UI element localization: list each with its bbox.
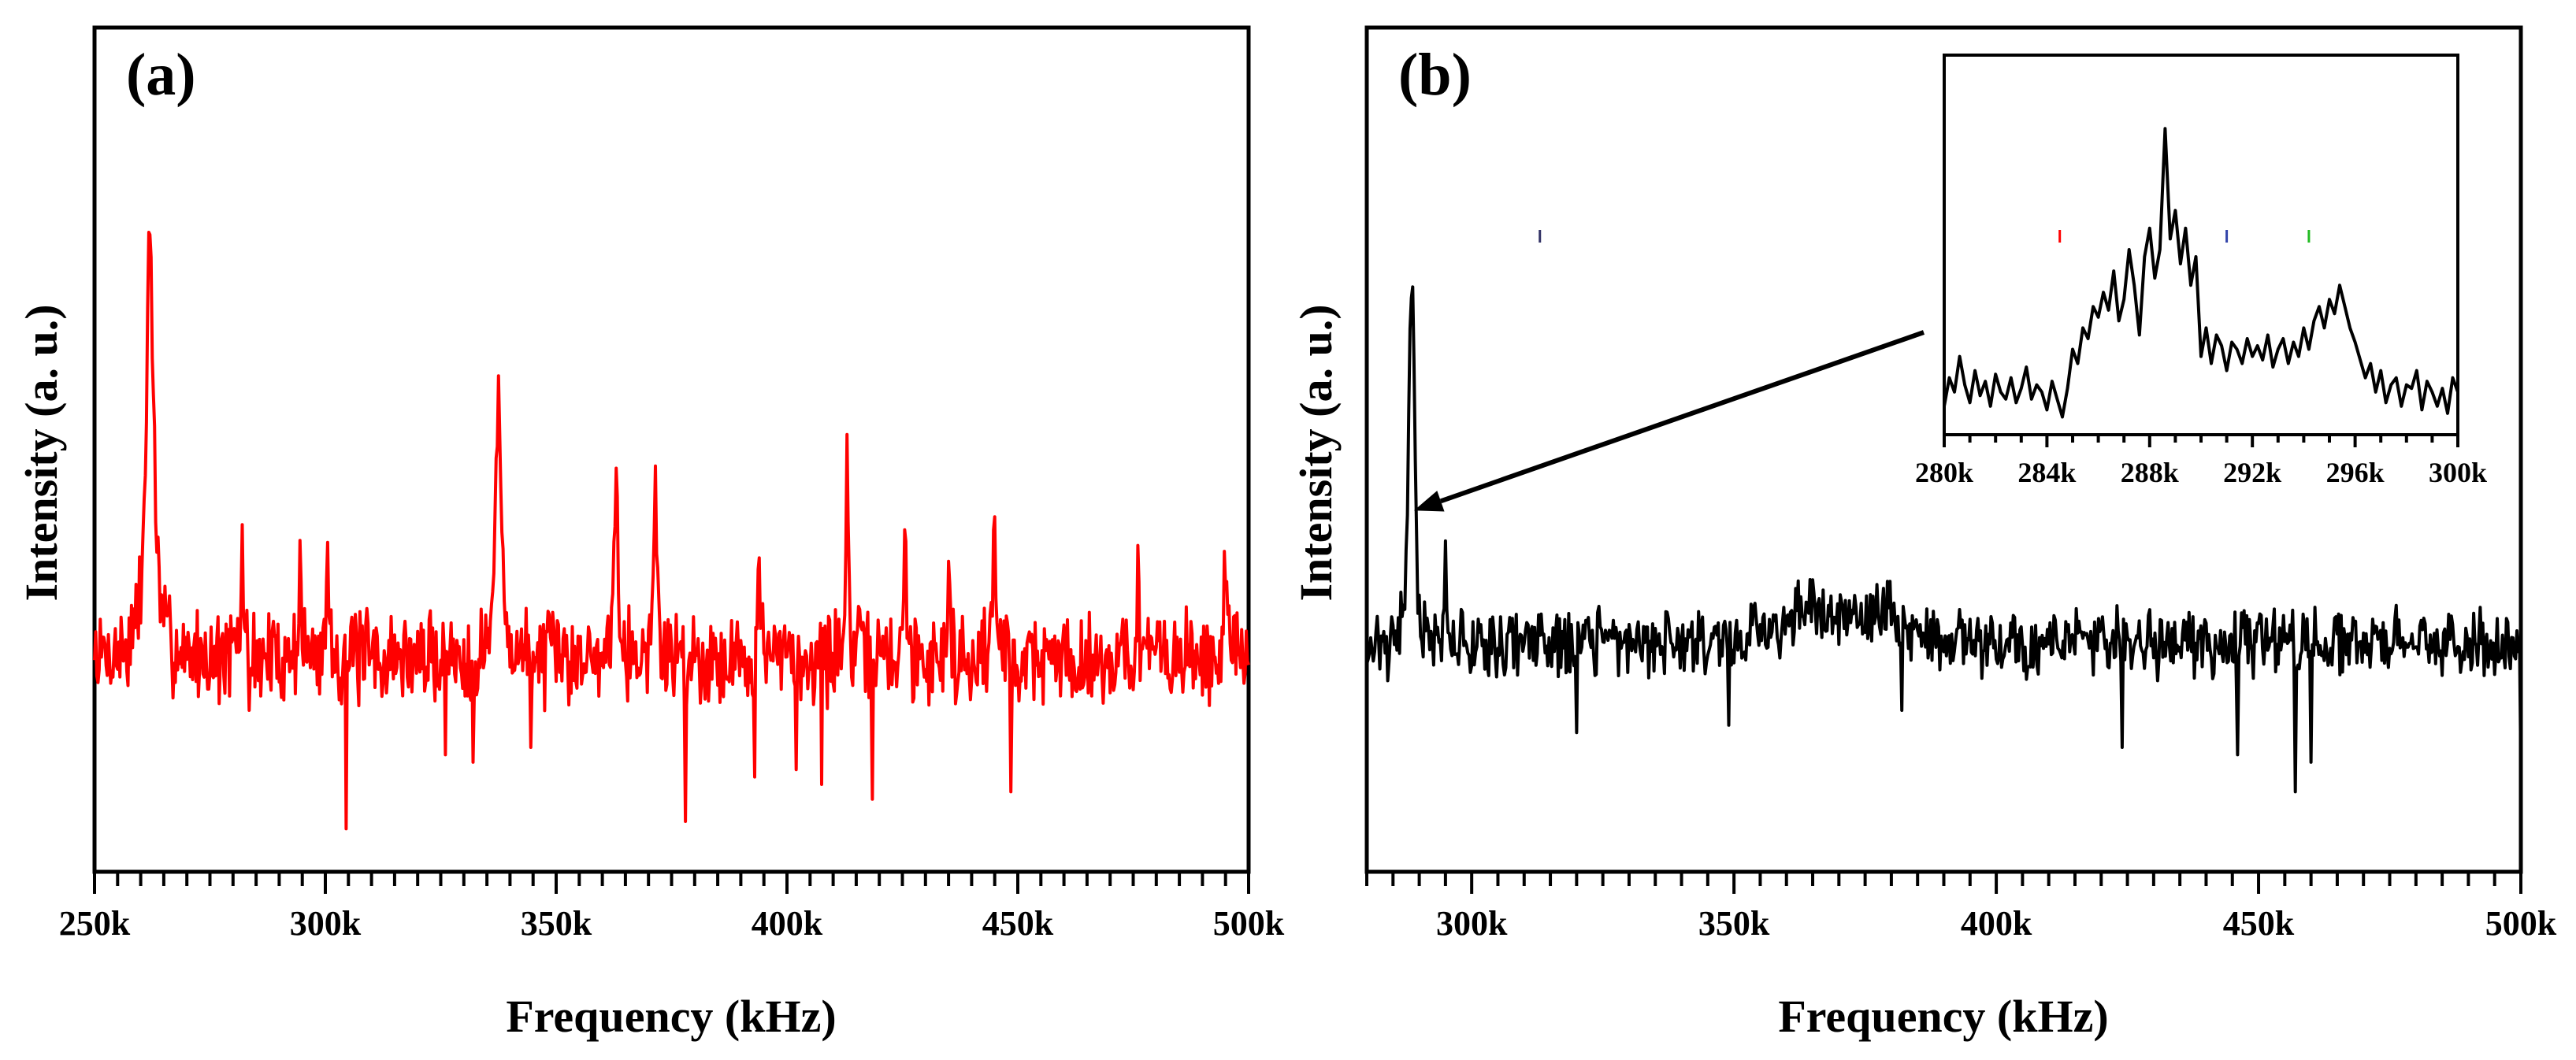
series-group-b	[1365, 285, 2522, 794]
x-axis-a-tick-label: 350k	[521, 904, 592, 943]
inset-x-axis-ticks	[1943, 435, 2459, 447]
inset-x-axis-tick-labels: 280k 284k 288k 292k 296k 300k	[1915, 457, 2487, 488]
x-axis-tick-labels-a: 250k 300k 350k 400k 450k 500k	[59, 904, 1285, 943]
series-line-b	[1365, 285, 2522, 794]
x-axis-label-a: Frequency (kHz)	[506, 991, 836, 1042]
x-axis-ticks-b	[1365, 872, 2522, 894]
annotation-arrow-head	[1413, 491, 1445, 512]
inset-series-line	[1943, 127, 2459, 419]
x-axis-a-tick-label: 300k	[290, 904, 362, 943]
inset-marker-group	[2058, 230, 2311, 243]
x-axis-label-b: Frequency (kHz)	[1778, 991, 2108, 1042]
series-line-a	[93, 231, 1250, 831]
inset-x-axis-tick-label: 296k	[2326, 457, 2385, 488]
chart-panel-a: 250k 300k 350k 400k 450k 500k (a) Frequency (…	[16, 25, 1285, 1042]
chart-panel-b: 300k 350k 400k 450k 500k (b) Frequency (kHz)…	[1290, 25, 2557, 1042]
plot-frame-a	[92, 25, 1251, 874]
x-axis-a-tick-label: 500k	[1213, 904, 1285, 943]
y-axis-label-b: Intensity (a. u.)	[1290, 304, 1342, 601]
y-axis-label-a: Intensity (a. u.)	[16, 304, 67, 601]
annotation-group-b	[1413, 330, 1925, 512]
inset-x-axis-tick-label: 280k	[1915, 457, 1973, 488]
annotation-arrow	[1439, 330, 1925, 504]
x-axis-b-tick-label: 450k	[2223, 904, 2295, 943]
x-axis-b-tick-label: 300k	[1436, 904, 1508, 943]
x-axis-ticks-a	[93, 872, 1250, 894]
panel-label-a: (a)	[126, 42, 196, 108]
inset-x-axis-tick-label: 292k	[2223, 457, 2281, 488]
series-group-a	[93, 231, 1250, 831]
inset-x-axis-tick-label: 300k	[2429, 457, 2487, 488]
inset-series-group	[1943, 127, 2459, 419]
x-axis-a-tick-label: 250k	[59, 904, 131, 943]
panel-label-b: (b)	[1398, 42, 1472, 108]
inset-chart: 280k 284k 288k 292k 296k 300k	[1915, 54, 2487, 488]
x-axis-b-tick-label: 400k	[1961, 904, 2032, 943]
inset-x-axis-tick-label: 284k	[2017, 457, 2076, 488]
x-axis-tick-labels-b: 300k 350k 400k 450k 500k	[1436, 904, 2557, 943]
x-axis-b-tick-label: 350k	[1698, 904, 1770, 943]
x-axis-a-tick-label: 400k	[752, 904, 823, 943]
inset-x-axis-tick-label: 288k	[2121, 457, 2179, 488]
x-axis-a-tick-label: 450k	[982, 904, 1054, 943]
x-axis-b-tick-label: 500k	[2485, 904, 2557, 943]
